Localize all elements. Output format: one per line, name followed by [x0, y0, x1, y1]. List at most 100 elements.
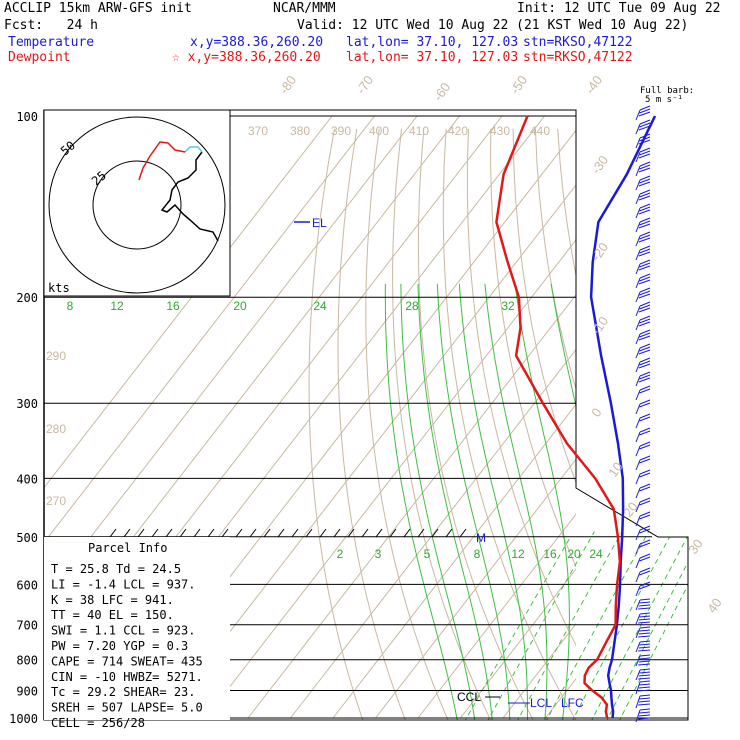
theta-label: 420 — [448, 124, 468, 138]
pressure-label-800: 800 — [16, 654, 38, 668]
dry-adiabat-line — [442, 128, 576, 720]
wind-barb-feather — [638, 604, 651, 607]
theta-side-label: 270 — [46, 494, 66, 508]
moist-adiabat-line — [384, 283, 458, 720]
wind-barb-feather — [639, 399, 651, 405]
wind-barb-feather — [639, 668, 651, 671]
isotherm-label: 40 — [704, 595, 725, 615]
wind-barb-feather — [639, 231, 651, 237]
wind-barb-feather — [639, 276, 651, 282]
hatch-tick — [277, 528, 285, 538]
init-time: Init: 12 UTC Tue 09 Aug 22 — [517, 1, 721, 16]
dry-adiabat-line — [337, 128, 406, 720]
wind-barb-feather — [638, 111, 651, 117]
wind-barb-feather — [639, 500, 651, 506]
wind-barb-staff — [635, 501, 641, 513]
wind-barb-staff — [635, 333, 641, 345]
wind-barb-feather — [639, 133, 651, 139]
moist-label: 8 — [67, 299, 74, 313]
wind-barb-feather — [639, 539, 651, 545]
hatch-tick — [319, 528, 327, 538]
wind-barb-staff — [635, 249, 641, 261]
wind-barb-staff — [635, 417, 641, 429]
wind-barb-feather — [639, 385, 651, 391]
el-label: EL — [312, 216, 327, 230]
parcel-row: CAPE = 714 SWEAT= 435 — [51, 654, 203, 668]
isotherm-label: -30 — [588, 153, 611, 177]
mixing-ratio-label: 2 — [337, 547, 344, 561]
wind-barb-feather — [638, 649, 651, 652]
wind-barb-feather — [639, 178, 651, 184]
wind-barb-feather — [639, 469, 651, 475]
parcel-row: Tc = 29.2 SHEAR= 23. — [51, 685, 196, 699]
mixing-ratio-label: 16 — [543, 547, 557, 561]
wind-barb-staff — [635, 571, 641, 583]
dewpoint-legend: Dewpoint — [8, 50, 71, 65]
wind-barb-feather — [638, 251, 651, 257]
sounding-traces: EL M CCL LCL LFC — [294, 115, 657, 719]
wind-barb-feather — [639, 598, 651, 601]
isotherm-label: -80 — [276, 73, 299, 97]
temperature-latlon: lat,lon= 37.10, 127.03 — [346, 35, 519, 50]
wind-barb-feather — [639, 444, 651, 450]
hodograph-trace-high — [138, 141, 186, 181]
wind-barb-feather — [639, 553, 651, 559]
wind-barb-staff — [635, 669, 641, 681]
mixing-ratio-label: 12 — [511, 547, 525, 561]
wind-barb-feather — [638, 195, 651, 201]
wind-barb-feather — [639, 206, 651, 212]
isotherm-line — [44, 115, 333, 489]
wind-barb-feather — [639, 683, 651, 686]
wind-barb-feather — [639, 581, 651, 587]
mixing-ratio-lines — [458, 531, 688, 720]
theta-label: 380 — [290, 124, 310, 138]
wind-barb-feather — [638, 607, 651, 610]
wind-barb-feather — [639, 273, 651, 279]
wind-barb-staff — [635, 361, 641, 373]
hatch-tick — [347, 528, 355, 538]
wind-barb-staff — [635, 529, 641, 541]
parcel-row: TT = 40 EL = 150. — [51, 608, 174, 622]
wind-barb-feather — [639, 708, 651, 711]
wind-barb-feather — [639, 472, 651, 478]
isotherm-line — [716, 116, 740, 718]
isotherm-line — [588, 116, 740, 718]
parcel-row: SWI = 1.1 CCL = 923. — [51, 624, 196, 638]
wind-barbs — [635, 105, 651, 723]
wind-barb-feather — [639, 402, 651, 408]
wind-barb-feather — [639, 108, 651, 114]
wind-barb-staff — [635, 221, 641, 233]
hatch-tick — [165, 528, 173, 538]
wind-barb-staff — [635, 235, 641, 247]
wind-barb-feather — [638, 125, 651, 131]
wind-barb-feather — [639, 612, 651, 615]
hatch-tick — [431, 528, 439, 538]
wind-barb-staff — [635, 599, 641, 611]
temperature-station: stn=RKSO,47122 — [523, 35, 633, 50]
isotherm-line — [290, 348, 576, 719]
wind-barb-feather — [638, 279, 651, 285]
wind-barb-staff — [635, 445, 641, 457]
wind-barb-feather — [638, 677, 651, 680]
wind-barb-feather — [639, 458, 651, 464]
wind-barb-feather — [638, 703, 651, 706]
wind-barb-feather — [639, 357, 651, 363]
wind-barb-feather — [639, 413, 651, 419]
wind-barb-feather — [638, 335, 651, 341]
theta-label: 430 — [490, 124, 510, 138]
wind-barb-feather — [639, 584, 651, 590]
isotherm-label: 0 — [588, 405, 604, 420]
hatch-tick — [389, 528, 397, 538]
wind-barb-feather — [638, 321, 651, 327]
pressure-label-100: 100 — [16, 110, 38, 124]
wind-barb-feather — [639, 626, 651, 629]
wind-barb-feather — [638, 663, 651, 666]
wind-barb-feather — [639, 175, 651, 181]
theta-label: 390 — [331, 124, 351, 138]
wind-barb-feather — [639, 329, 651, 335]
moist-adiabat-line — [417, 283, 493, 720]
pressure-label-600: 600 — [16, 578, 38, 592]
isotherm-line — [44, 115, 418, 599]
